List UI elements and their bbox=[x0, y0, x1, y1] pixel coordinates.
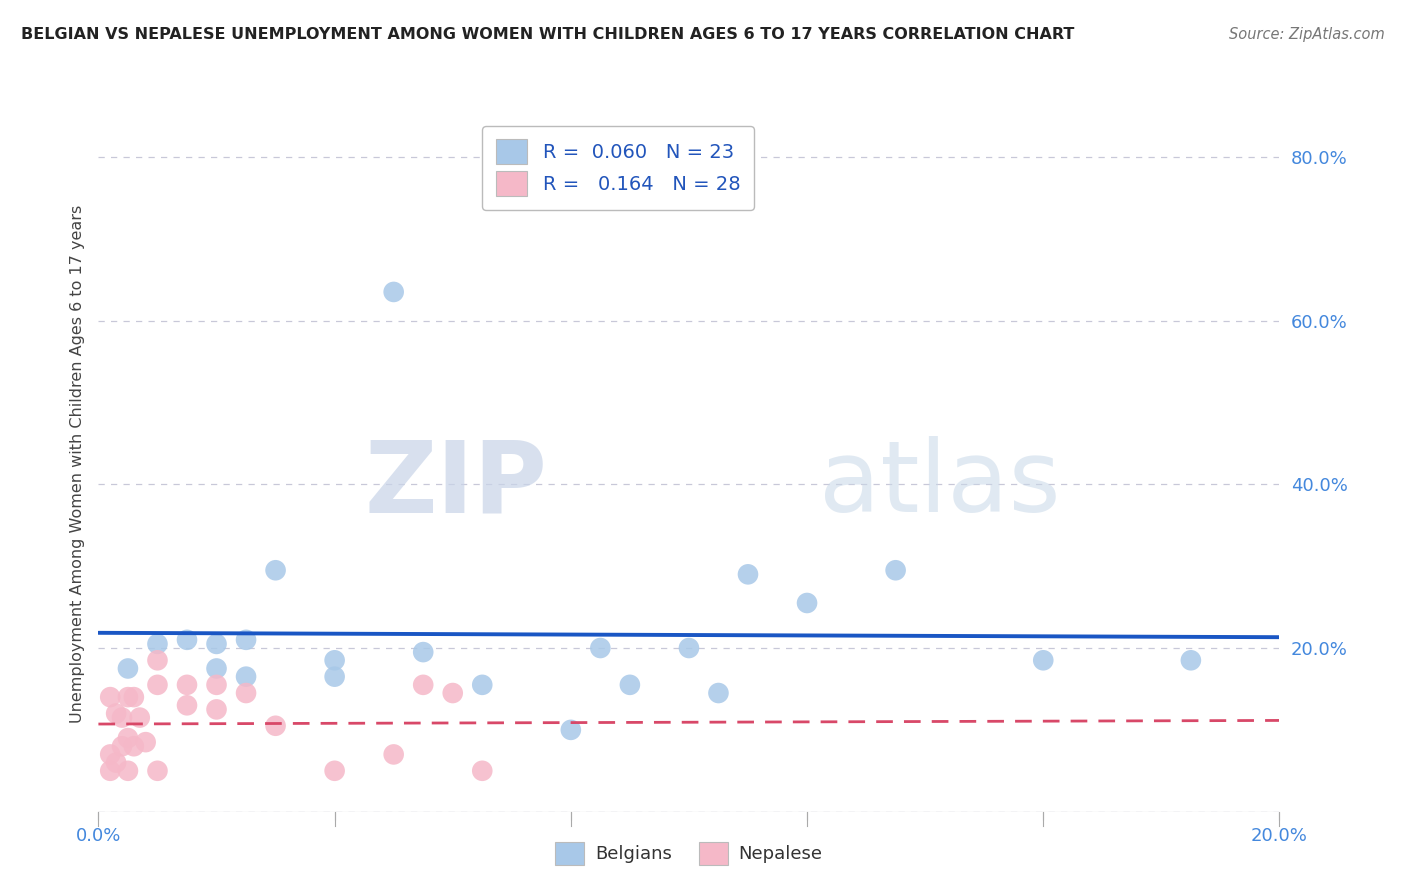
Point bbox=[412, 678, 434, 692]
Point bbox=[98, 690, 121, 705]
Point bbox=[205, 702, 228, 716]
Point bbox=[323, 653, 346, 667]
Point bbox=[264, 563, 287, 577]
Point bbox=[117, 661, 139, 675]
Point bbox=[128, 710, 150, 724]
Point bbox=[323, 764, 346, 778]
Point bbox=[205, 678, 228, 692]
Text: atlas: atlas bbox=[818, 436, 1060, 533]
Point bbox=[205, 661, 228, 675]
Point bbox=[105, 756, 128, 770]
Point bbox=[176, 632, 198, 647]
Point bbox=[135, 735, 157, 749]
Point bbox=[471, 678, 494, 692]
Point bbox=[117, 764, 139, 778]
Point bbox=[98, 764, 121, 778]
Point bbox=[146, 678, 169, 692]
Point bbox=[382, 747, 405, 762]
Legend: Belgians, Nepalese: Belgians, Nepalese bbox=[548, 835, 830, 872]
Point bbox=[1032, 653, 1054, 667]
Point bbox=[471, 764, 494, 778]
Point bbox=[176, 678, 198, 692]
Point bbox=[737, 567, 759, 582]
Point bbox=[412, 645, 434, 659]
Text: BELGIAN VS NEPALESE UNEMPLOYMENT AMONG WOMEN WITH CHILDREN AGES 6 TO 17 YEARS CO: BELGIAN VS NEPALESE UNEMPLOYMENT AMONG W… bbox=[21, 27, 1074, 42]
Point bbox=[235, 670, 257, 684]
Point bbox=[117, 731, 139, 745]
Point bbox=[235, 686, 257, 700]
Point bbox=[619, 678, 641, 692]
Text: ZIP: ZIP bbox=[364, 436, 547, 533]
Point bbox=[884, 563, 907, 577]
Point bbox=[707, 686, 730, 700]
Point bbox=[111, 739, 134, 754]
Text: Source: ZipAtlas.com: Source: ZipAtlas.com bbox=[1229, 27, 1385, 42]
Point bbox=[98, 747, 121, 762]
Point bbox=[205, 637, 228, 651]
Point bbox=[382, 285, 405, 299]
Point bbox=[589, 640, 612, 655]
Point bbox=[560, 723, 582, 737]
Point bbox=[796, 596, 818, 610]
Point bbox=[146, 764, 169, 778]
Point bbox=[122, 739, 145, 754]
Point bbox=[678, 640, 700, 655]
Point bbox=[441, 686, 464, 700]
Point bbox=[111, 710, 134, 724]
Point bbox=[146, 637, 169, 651]
Point bbox=[122, 690, 145, 705]
Y-axis label: Unemployment Among Women with Children Ages 6 to 17 years: Unemployment Among Women with Children A… bbox=[69, 205, 84, 723]
Point bbox=[323, 670, 346, 684]
Point bbox=[1180, 653, 1202, 667]
Point bbox=[235, 632, 257, 647]
Point bbox=[105, 706, 128, 721]
Point bbox=[146, 653, 169, 667]
Point bbox=[176, 698, 198, 713]
Point bbox=[264, 719, 287, 733]
Point bbox=[117, 690, 139, 705]
